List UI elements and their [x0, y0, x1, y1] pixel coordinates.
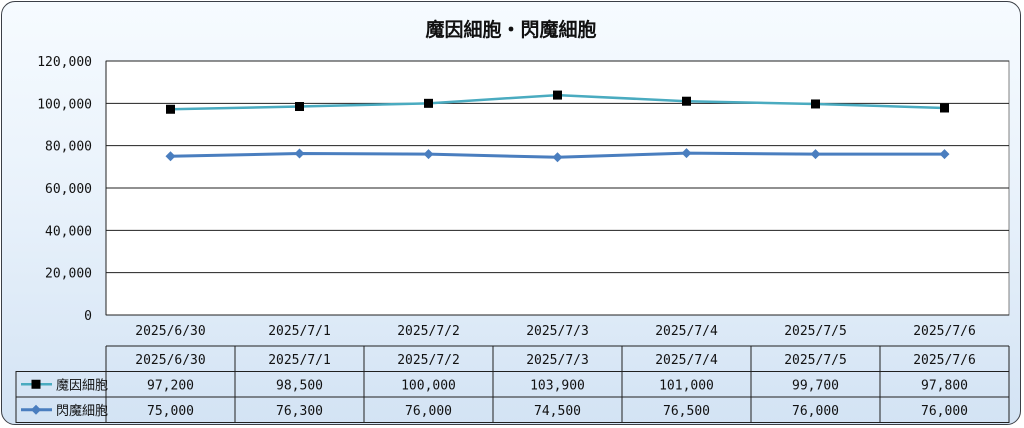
table-header-cell: 2025/7/4: [655, 353, 718, 368]
data-point: [423, 149, 434, 160]
table-value-cell: 103,900: [530, 378, 585, 393]
data-point: [811, 99, 820, 109]
table-header-cell: 2025/7/3: [526, 353, 589, 368]
y-tick-label: 80,000: [45, 140, 92, 155]
y-tick-label: 40,000: [45, 224, 92, 239]
table-value-cell: 100,000: [401, 378, 456, 393]
x-tick-label: 2025/7/2: [397, 324, 460, 339]
table-value-cell: 75,000: [147, 404, 194, 419]
table-header-cell: 2025/7/1: [268, 353, 331, 368]
table-value-cell: 98,500: [276, 378, 323, 393]
table-value-cell: 97,200: [147, 378, 194, 393]
x-tick-label: 2025/7/6: [913, 324, 976, 339]
table-header-cell: 2025/7/5: [784, 353, 847, 368]
table-value-cell: 97,800: [921, 378, 968, 393]
x-tick-label: 2025/6/30: [135, 324, 205, 339]
table-value-cell: 76,500: [663, 404, 710, 419]
table-value-cell: 76,000: [792, 404, 839, 419]
data-point: [810, 149, 821, 160]
y-tick-label: 0: [84, 309, 92, 324]
table-value-cell: 76,300: [276, 404, 323, 419]
table-header-cell: 2025/6/30: [135, 353, 205, 368]
data-point: [552, 152, 563, 163]
legend-marker: [31, 379, 41, 389]
x-tick-label: 2025/7/1: [268, 324, 331, 339]
data-point: [681, 148, 692, 159]
table-header-cell: 2025/7/2: [397, 353, 460, 368]
data-point: [682, 96, 691, 106]
chart-title: 魔因細胞・閃魔細胞: [425, 18, 596, 41]
y-tick-label: 100,000: [37, 97, 92, 112]
table-value-cell: 74,500: [534, 404, 581, 419]
y-tick-label: 120,000: [37, 55, 92, 70]
table-value-cell: 99,700: [792, 378, 839, 393]
data-point: [424, 98, 433, 108]
table-value-cell: 76,000: [921, 404, 968, 419]
y-tick-label: 20,000: [45, 267, 92, 282]
data-point: [294, 148, 305, 159]
data-point: [553, 90, 562, 100]
x-tick-label: 2025/7/4: [655, 324, 718, 339]
legend-label: 魔因細胞: [56, 378, 108, 393]
data-point: [939, 149, 950, 160]
x-tick-label: 2025/7/5: [784, 324, 847, 339]
data-point: [295, 102, 304, 112]
x-tick-label: 2025/7/3: [526, 324, 589, 339]
data-point: [940, 103, 949, 113]
legend-label: 閃魔細胞: [56, 404, 108, 419]
data-point: [165, 151, 176, 162]
legend-marker: [31, 404, 41, 415]
table-value-cell: 101,000: [659, 378, 714, 393]
table-value-cell: 76,000: [405, 404, 452, 419]
table-header-cell: 2025/7/6: [913, 353, 976, 368]
data-point: [166, 104, 175, 114]
y-tick-label: 60,000: [45, 182, 92, 197]
data-table: 2025/6/30 2025/7/1 2025/7/2 2025/7/3 2025/7/…: [15, 345, 1010, 423]
